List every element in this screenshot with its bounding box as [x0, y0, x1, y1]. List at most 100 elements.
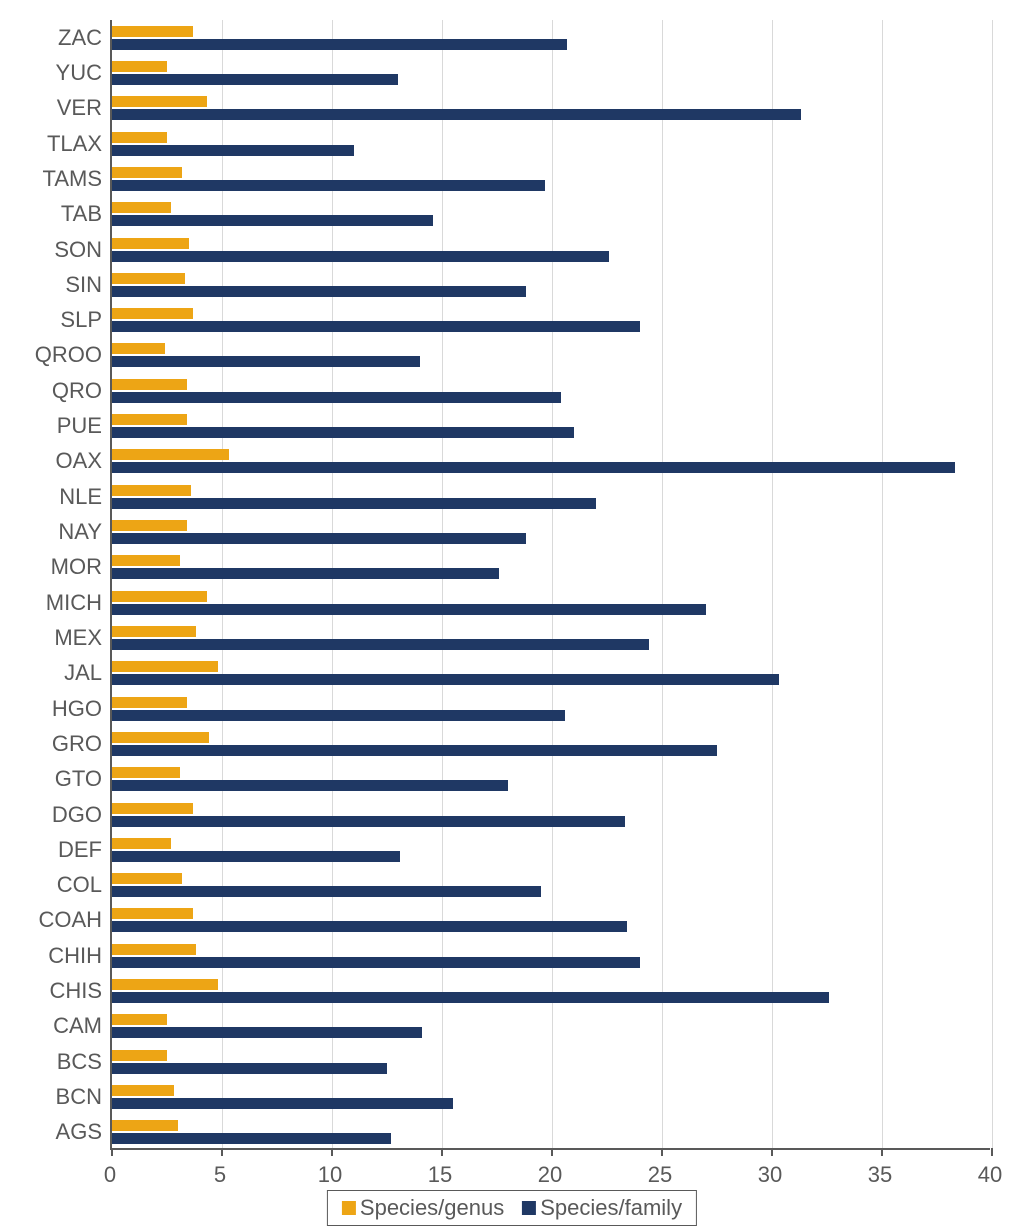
- bar-species-family: [112, 674, 779, 685]
- bar-species-genus: [112, 944, 196, 955]
- bar-species-family: [112, 321, 640, 332]
- table-row: DEF: [112, 832, 990, 867]
- bar-species-genus: [112, 661, 218, 672]
- y-axis-category-label: QROO: [35, 344, 112, 366]
- bar-species-family: [112, 286, 526, 297]
- bar-species-family: [112, 886, 541, 897]
- bar-species-genus: [112, 61, 167, 72]
- table-row: AGS: [112, 1115, 990, 1150]
- y-axis-category-label: NLE: [59, 486, 112, 508]
- y-axis-category-label: QRO: [52, 380, 112, 402]
- table-row: COL: [112, 868, 990, 903]
- species-ratio-chart: ZACYUCVERTLAXTAMSTABSONSINSLPQROOQROPUEO…: [0, 0, 1024, 1229]
- table-row: CAM: [112, 1009, 990, 1044]
- bar-species-genus: [112, 414, 187, 425]
- bar-species-family: [112, 215, 433, 226]
- bar-species-genus: [112, 1050, 167, 1061]
- x-axis-tick-label: 15: [428, 1162, 452, 1188]
- legend-item-species-genus: Species/genus: [342, 1195, 504, 1221]
- x-axis-tick-label: 20: [538, 1162, 562, 1188]
- table-row: CHIH: [112, 938, 990, 973]
- bar-species-family: [112, 1133, 391, 1144]
- y-axis-category-label: SON: [54, 239, 112, 261]
- y-axis-category-label: HGO: [52, 698, 112, 720]
- bar-species-family: [112, 1027, 422, 1038]
- bar-species-genus: [112, 238, 189, 249]
- y-axis-category-label: BCN: [56, 1086, 112, 1108]
- table-row: JAL: [112, 656, 990, 691]
- y-axis-category-label: BCS: [57, 1051, 112, 1073]
- bar-species-genus: [112, 449, 229, 460]
- bar-species-genus: [112, 308, 193, 319]
- bar-species-genus: [112, 379, 187, 390]
- bar-species-family: [112, 780, 508, 791]
- bar-species-family: [112, 816, 625, 827]
- bar-species-family: [112, 639, 649, 650]
- bar-species-family: [112, 462, 955, 473]
- table-row: YUC: [112, 55, 990, 90]
- table-row: COAH: [112, 903, 990, 938]
- bar-species-genus: [112, 697, 187, 708]
- table-row: NLE: [112, 479, 990, 514]
- table-row: CHIS: [112, 973, 990, 1008]
- bar-species-genus: [112, 908, 193, 919]
- y-axis-category-label: CAM: [53, 1015, 112, 1037]
- plot-area: ZACYUCVERTLAXTAMSTABSONSINSLPQROOQROPUEO…: [110, 20, 990, 1150]
- y-axis-category-label: MOR: [51, 556, 112, 578]
- bar-species-genus: [112, 803, 193, 814]
- y-axis-category-label: GTO: [55, 768, 112, 790]
- bar-species-family: [112, 356, 420, 367]
- bar-species-genus: [112, 1014, 167, 1025]
- y-axis-category-label: TAB: [61, 203, 112, 225]
- bar-species-genus: [112, 732, 209, 743]
- x-axis-tick-label: 25: [648, 1162, 672, 1188]
- table-row: SLP: [112, 303, 990, 338]
- bar-species-genus: [112, 520, 187, 531]
- bar-species-family: [112, 745, 717, 756]
- bar-species-family: [112, 533, 526, 544]
- y-axis-category-label: NAY: [58, 521, 112, 543]
- bar-species-family: [112, 1063, 387, 1074]
- bar-species-genus: [112, 873, 182, 884]
- y-axis-category-label: PUE: [57, 415, 112, 437]
- bar-species-genus: [112, 485, 191, 496]
- x-axis-tick-label: 0: [104, 1162, 116, 1188]
- bar-species-family: [112, 39, 567, 50]
- table-row: DGO: [112, 797, 990, 832]
- table-row: GTO: [112, 762, 990, 797]
- y-axis-category-label: COL: [57, 874, 112, 896]
- bar-species-family: [112, 921, 627, 932]
- table-row: SON: [112, 232, 990, 267]
- legend-swatch-icon: [522, 1201, 536, 1215]
- bar-species-genus: [112, 767, 180, 778]
- gridline: [992, 20, 993, 1148]
- table-row: TAB: [112, 197, 990, 232]
- bar-species-genus: [112, 96, 207, 107]
- bar-species-family: [112, 957, 640, 968]
- y-axis-category-label: COAH: [38, 909, 112, 931]
- table-row: SIN: [112, 267, 990, 302]
- table-row: OAX: [112, 444, 990, 479]
- bar-species-genus: [112, 979, 218, 990]
- bar-species-genus: [112, 343, 165, 354]
- y-axis-category-label: YUC: [56, 62, 112, 84]
- y-axis-category-label: TLAX: [47, 133, 112, 155]
- y-axis-category-label: OAX: [56, 450, 112, 472]
- table-row: MICH: [112, 585, 990, 620]
- legend-item-species-family: Species/family: [522, 1195, 682, 1221]
- bar-species-family: [112, 1098, 453, 1109]
- y-axis-category-label: SIN: [65, 274, 112, 296]
- bar-species-family: [112, 427, 574, 438]
- legend-label: Species/family: [540, 1195, 682, 1221]
- legend-label: Species/genus: [360, 1195, 504, 1221]
- table-row: TAMS: [112, 161, 990, 196]
- table-row: MEX: [112, 620, 990, 655]
- y-axis-category-label: SLP: [60, 309, 112, 331]
- bar-species-genus: [112, 1085, 174, 1096]
- table-row: ZAC: [112, 20, 990, 55]
- y-axis-category-label: CHIS: [49, 980, 112, 1002]
- bar-species-family: [112, 851, 400, 862]
- bar-species-genus: [112, 1120, 178, 1131]
- x-axis-tick-label: 10: [318, 1162, 342, 1188]
- table-row: PUE: [112, 408, 990, 443]
